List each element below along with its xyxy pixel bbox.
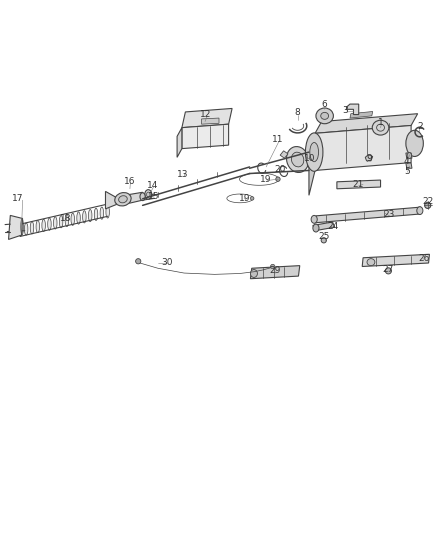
Polygon shape — [406, 163, 412, 168]
Text: 6: 6 — [321, 100, 327, 109]
Ellipse shape — [88, 209, 92, 222]
Text: 30: 30 — [161, 257, 173, 266]
Text: 1: 1 — [378, 118, 383, 127]
Ellipse shape — [321, 112, 328, 119]
Ellipse shape — [310, 142, 318, 161]
Ellipse shape — [30, 222, 34, 234]
Polygon shape — [201, 118, 219, 124]
Ellipse shape — [48, 218, 51, 230]
Text: 25: 25 — [318, 232, 329, 241]
Text: 17: 17 — [11, 195, 23, 203]
Ellipse shape — [140, 193, 145, 200]
Ellipse shape — [276, 177, 280, 181]
Ellipse shape — [119, 196, 127, 203]
Ellipse shape — [313, 224, 319, 232]
Polygon shape — [309, 133, 315, 195]
Polygon shape — [346, 104, 359, 115]
Text: 19: 19 — [261, 175, 272, 184]
Text: 20: 20 — [275, 165, 286, 174]
Text: 14: 14 — [147, 181, 158, 190]
Text: 26: 26 — [419, 254, 430, 263]
Text: 12: 12 — [200, 110, 212, 119]
Ellipse shape — [147, 192, 150, 197]
Polygon shape — [177, 128, 182, 157]
Ellipse shape — [100, 207, 104, 219]
Polygon shape — [106, 191, 117, 209]
Text: 23: 23 — [384, 211, 395, 220]
Ellipse shape — [367, 259, 375, 265]
Ellipse shape — [305, 133, 323, 171]
Polygon shape — [182, 108, 232, 128]
Text: 8: 8 — [295, 108, 300, 117]
Ellipse shape — [316, 108, 333, 124]
Ellipse shape — [407, 152, 412, 159]
Polygon shape — [280, 151, 288, 158]
Text: 24: 24 — [328, 222, 339, 231]
Polygon shape — [251, 265, 300, 279]
Polygon shape — [9, 215, 22, 239]
Text: 16: 16 — [124, 177, 135, 186]
Polygon shape — [182, 124, 229, 149]
Text: 10: 10 — [304, 154, 315, 163]
Ellipse shape — [251, 197, 254, 200]
Ellipse shape — [53, 217, 57, 229]
Text: 2: 2 — [417, 122, 423, 131]
Ellipse shape — [42, 219, 46, 231]
Ellipse shape — [25, 223, 28, 235]
Polygon shape — [314, 207, 421, 223]
Polygon shape — [130, 192, 143, 203]
Ellipse shape — [406, 130, 424, 157]
Ellipse shape — [77, 212, 80, 224]
Polygon shape — [313, 222, 335, 231]
Ellipse shape — [36, 221, 39, 233]
Polygon shape — [307, 163, 315, 169]
Ellipse shape — [271, 264, 275, 269]
Polygon shape — [350, 111, 373, 118]
Polygon shape — [315, 114, 418, 133]
Text: 27: 27 — [383, 265, 394, 274]
Text: 4: 4 — [404, 157, 410, 166]
Text: 19: 19 — [240, 195, 251, 203]
Ellipse shape — [71, 213, 74, 225]
Text: 13: 13 — [177, 171, 189, 179]
Ellipse shape — [321, 238, 326, 243]
Polygon shape — [365, 155, 373, 161]
Text: 29: 29 — [269, 266, 281, 276]
Ellipse shape — [115, 192, 131, 206]
Ellipse shape — [286, 147, 309, 173]
Ellipse shape — [385, 268, 392, 274]
Ellipse shape — [425, 203, 431, 208]
Ellipse shape — [106, 206, 110, 218]
Ellipse shape — [145, 190, 152, 199]
Polygon shape — [315, 125, 411, 171]
Ellipse shape — [291, 152, 304, 167]
Ellipse shape — [372, 120, 389, 135]
Text: 9: 9 — [367, 154, 372, 163]
Ellipse shape — [251, 270, 258, 277]
Ellipse shape — [136, 259, 141, 264]
Ellipse shape — [18, 224, 22, 236]
Text: 22: 22 — [422, 197, 433, 206]
Ellipse shape — [83, 211, 86, 223]
Text: 3: 3 — [343, 106, 349, 115]
Polygon shape — [337, 180, 381, 189]
Ellipse shape — [65, 214, 69, 227]
Text: 11: 11 — [272, 135, 284, 144]
Polygon shape — [362, 254, 429, 266]
Text: 5: 5 — [404, 167, 410, 176]
Ellipse shape — [59, 215, 63, 228]
Text: 21: 21 — [352, 180, 364, 189]
Text: 15: 15 — [148, 192, 159, 201]
Ellipse shape — [311, 215, 317, 223]
Text: 18: 18 — [60, 214, 71, 223]
Polygon shape — [406, 153, 412, 158]
Ellipse shape — [94, 208, 98, 221]
Ellipse shape — [417, 207, 423, 215]
